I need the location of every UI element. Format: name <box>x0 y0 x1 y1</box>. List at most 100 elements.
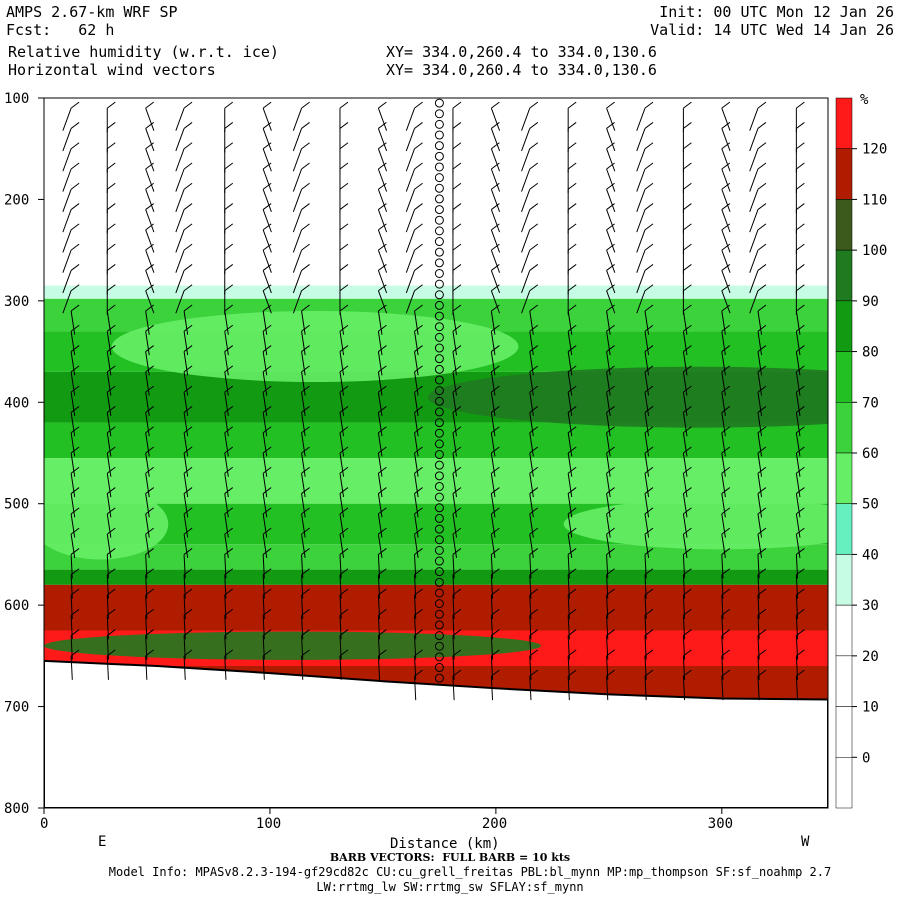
wind-barb-flag <box>70 608 80 616</box>
wind-barb-flag <box>183 142 193 150</box>
wind-barb-flag <box>529 304 539 312</box>
wind-barb-flag <box>224 182 234 190</box>
wind-barb <box>301 331 306 356</box>
rh-band <box>44 569 828 585</box>
wind-barb-flag <box>145 385 154 393</box>
calm-wind-circle <box>434 471 444 481</box>
wind-barb <box>262 107 272 131</box>
wind-barb-flag <box>757 446 767 454</box>
wind-barb <box>521 229 531 253</box>
wind-barb-flag <box>757 426 767 434</box>
wind-barb <box>405 168 416 192</box>
wind-barb-flag <box>262 223 272 231</box>
wind-barb-flag <box>183 284 193 292</box>
wind-barb-flag <box>339 304 349 312</box>
wind-barb <box>490 493 496 518</box>
wind-barb-flag <box>644 264 654 271</box>
wind-barb-flag <box>683 264 692 271</box>
wind-barb-flag <box>567 243 577 251</box>
wind-barb <box>757 534 763 558</box>
wind-barb-flag <box>529 284 539 292</box>
wind-barb <box>70 392 76 416</box>
wind-barb <box>490 676 494 701</box>
wind-barb-flag <box>606 527 615 535</box>
wind-barb <box>224 351 229 376</box>
wind-barb <box>262 534 268 558</box>
colorbar-box <box>835 757 853 809</box>
wind-barb-flag <box>414 284 423 292</box>
wind-barb-flag <box>339 466 349 474</box>
wind-barb <box>606 371 611 396</box>
wind-barb <box>262 452 268 477</box>
wind-barb-flag <box>262 568 272 576</box>
wind-barb <box>567 513 573 538</box>
valid-time: Valid: 14 UTC Wed 14 Jan 26 <box>650 21 894 39</box>
wind-barb-flag <box>70 548 80 555</box>
wind-barb-flag <box>796 243 805 251</box>
wind-barb <box>490 371 496 396</box>
wind-barb-flag <box>491 527 500 535</box>
wind-barb-flag <box>262 324 272 332</box>
wind-barb-flag <box>567 568 577 576</box>
colorbar-box <box>835 199 853 251</box>
wind-barb <box>757 452 763 477</box>
wind-barb-flag <box>683 629 692 636</box>
wind-barb-flag <box>70 345 80 352</box>
wind-barb <box>795 331 801 356</box>
wind-barb <box>224 412 229 437</box>
wind-barb-flag <box>644 527 654 535</box>
wind-barb-flag <box>796 142 805 150</box>
wind-barb <box>795 392 801 416</box>
wind-barb-flag <box>452 568 462 576</box>
wind-barb-flag <box>70 365 80 373</box>
wind-barb-flag <box>644 365 654 373</box>
wind-barb <box>62 128 72 152</box>
wind-barb <box>145 229 155 253</box>
wind-barb <box>301 351 306 376</box>
wind-barb-flag <box>683 507 692 515</box>
wind-barb <box>70 432 76 457</box>
wind-barb-flag <box>567 324 577 332</box>
wind-barb <box>339 534 345 558</box>
wind-barb <box>490 189 501 213</box>
wind-barb-flag <box>606 365 615 373</box>
wind-barb <box>224 392 229 416</box>
wind-barb-flag <box>757 101 767 109</box>
wind-barb-flag <box>414 345 423 352</box>
wind-barb-flag <box>796 608 805 616</box>
wind-barb <box>757 493 763 518</box>
wind-barb <box>301 655 304 680</box>
wind-barb-flag <box>567 122 577 129</box>
wind-barb-flag <box>262 649 272 657</box>
wind-barb <box>224 493 229 518</box>
x-axis-label: Distance (km) <box>390 836 500 852</box>
wind-barb-flag <box>378 608 387 616</box>
wind-barb-flag <box>378 487 387 494</box>
wind-barb-flag <box>606 345 615 352</box>
wind-barb <box>70 310 76 335</box>
wind-barb <box>301 371 306 396</box>
wind-barb-flag <box>262 243 272 251</box>
wind-barb-flag <box>683 203 692 210</box>
wind-barb <box>757 676 760 701</box>
wind-barb-flag <box>606 264 615 271</box>
wind-barb-flag <box>414 629 423 636</box>
wind-barb <box>62 189 72 213</box>
wind-barb-flag <box>262 385 272 393</box>
wind-barb-flag <box>491 243 500 251</box>
wind-barb-flag <box>224 324 234 332</box>
wind-barb-flag <box>683 466 692 474</box>
wind-barb-flag <box>378 142 387 150</box>
wind-barb-flag <box>145 264 154 271</box>
wind-barb-flag <box>721 629 731 636</box>
colorbar-box <box>835 249 853 302</box>
wind-barb-flag <box>378 101 387 109</box>
wind-barb-flag <box>529 568 539 576</box>
wind-barb-flag <box>796 527 805 535</box>
wind-barb-flag <box>491 122 500 129</box>
colorbar-box <box>835 655 853 707</box>
wind-barb-flag <box>683 142 692 150</box>
wind-barb <box>606 534 611 558</box>
wind-barb-flag <box>106 649 116 657</box>
colorbar-label: 40 <box>862 547 879 563</box>
